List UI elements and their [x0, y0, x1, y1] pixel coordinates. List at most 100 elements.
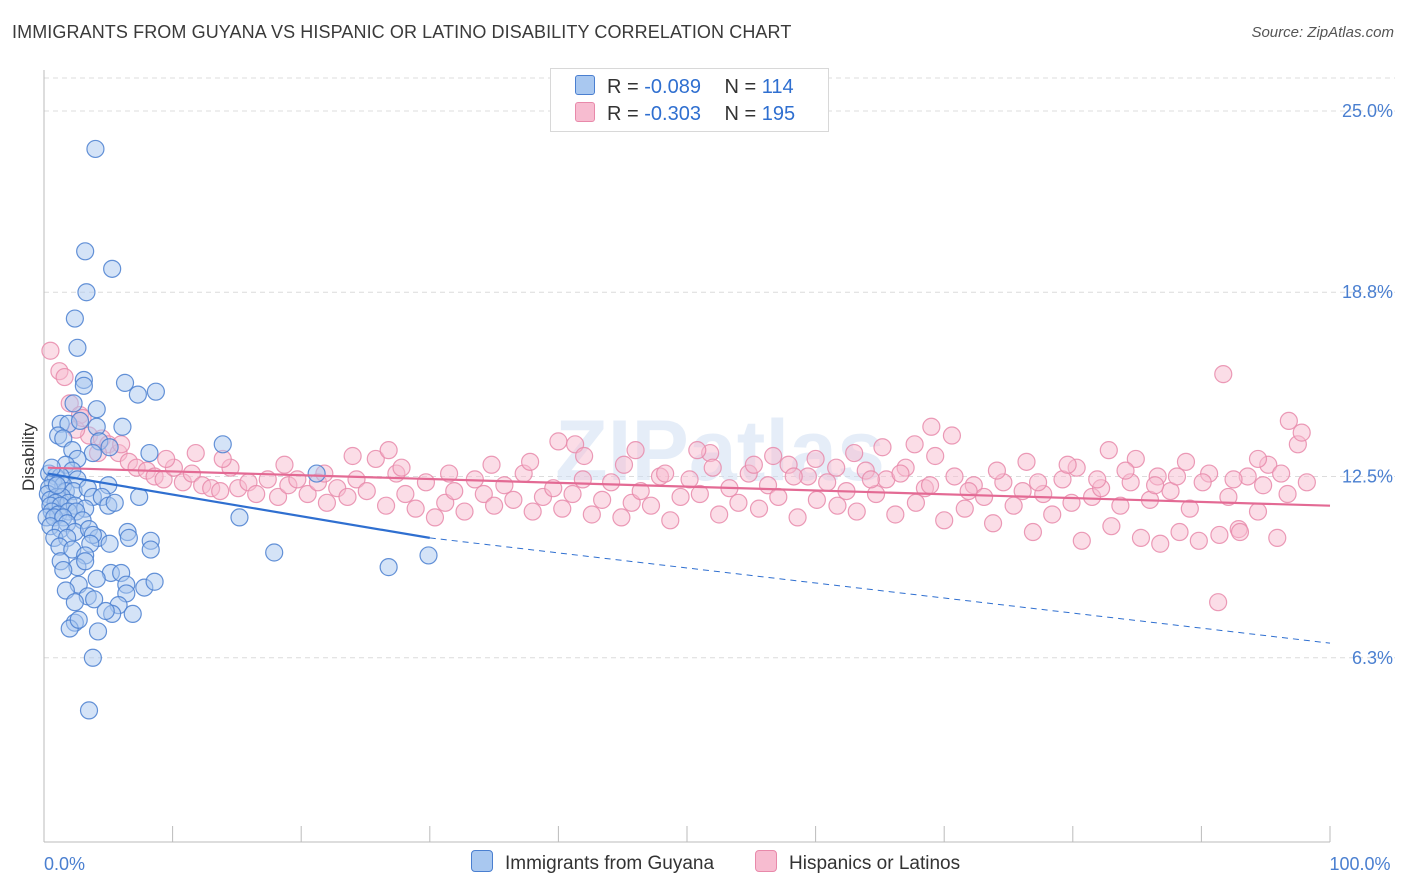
legend: R = -0.089 N = 114 R = -0.303 N = 195: [550, 68, 829, 132]
hispanics-point: [1043, 505, 1062, 524]
hispanics-point: [671, 487, 690, 507]
hispanics-point: [906, 493, 926, 512]
legend-swatch-pink: [575, 102, 595, 122]
guyana-point: [141, 540, 160, 559]
hispanics-point: [806, 449, 825, 469]
hispanics-point: [631, 481, 650, 501]
hispanics-point: [288, 470, 307, 489]
hispanics-point: [710, 505, 729, 524]
legend-n-value: 195: [761, 103, 796, 125]
hispanics-point: [1151, 534, 1170, 553]
hispanics-point: [396, 484, 415, 504]
guyana-point: [113, 417, 132, 436]
grid-layer: [44, 77, 1395, 659]
hispanics-point: [1180, 499, 1199, 518]
guyana-point: [74, 376, 93, 395]
guyana-point: [100, 438, 119, 457]
hispanics-point: [392, 458, 411, 477]
hispanics-point: [1272, 464, 1291, 483]
hispanics-point: [1028, 473, 1048, 492]
hispanics-point: [474, 484, 493, 504]
hispanics-point: [445, 481, 464, 501]
hispanics-point: [482, 455, 501, 474]
bottom-legend-label: Immigrants from Guyana: [505, 853, 715, 874]
guyana-trend-extension: [429, 537, 1331, 644]
hispanics-point: [182, 464, 201, 483]
hispanics-point: [1248, 449, 1268, 469]
guyana-point: [65, 593, 84, 612]
hispanics-point: [1214, 365, 1233, 384]
hispanics-point: [549, 432, 568, 451]
hispanics-point: [861, 470, 880, 489]
guyana-point: [70, 411, 90, 431]
hispanics-point: [573, 470, 592, 489]
hispanics-point: [338, 487, 357, 507]
guyana-point: [64, 394, 83, 413]
hispanics-point: [553, 499, 572, 518]
hispanics-point: [1072, 531, 1091, 550]
hispanics-point: [406, 499, 425, 518]
hispanics-point: [1176, 452, 1196, 471]
hispanics-point: [268, 487, 288, 507]
hispanics-point: [1292, 423, 1311, 442]
hispanics-point: [661, 511, 680, 530]
hispanics-point: [376, 496, 396, 515]
guyana-point: [140, 443, 159, 463]
guyana-point: [307, 464, 326, 483]
y-tick-label: 12.5%: [1342, 466, 1393, 486]
hispanics-point: [1248, 502, 1268, 521]
hispanics-point: [845, 443, 864, 463]
legend-r-label: R =: [607, 103, 639, 125]
legend-r-value: -0.089: [644, 76, 701, 98]
guyana-point: [230, 508, 249, 527]
hispanics-point: [945, 467, 964, 486]
hispanics-point: [818, 473, 837, 492]
chart-source: Source: ZipAtlas.com: [1251, 24, 1394, 41]
hispanics-point: [1013, 481, 1032, 501]
hispanics-point: [891, 464, 910, 483]
hispanics-point: [614, 455, 634, 474]
bottom-legend: Immigrants from Guyana Hispanics or Lati…: [0, 850, 1406, 880]
hispanics-point: [495, 476, 514, 495]
legend-n-label: N =: [724, 76, 757, 98]
hispanics-point: [485, 496, 504, 515]
y-axis-label: Disability: [19, 422, 38, 491]
guyana-point: [77, 283, 96, 302]
hispanics-point: [703, 458, 722, 477]
guyana-point: [76, 242, 95, 261]
guyana-point: [146, 382, 165, 401]
guyana-point: [87, 569, 106, 588]
hispanics-point: [974, 487, 994, 507]
hispanics-point: [1189, 531, 1208, 550]
hispanics-point: [920, 476, 940, 495]
hispanics-point: [788, 508, 807, 527]
hispanics-point: [455, 502, 474, 521]
hispanics-point: [1088, 470, 1107, 489]
guyana-point: [100, 534, 119, 553]
y-tick-label: 6.3%: [1352, 648, 1393, 668]
hispanics-point: [905, 435, 924, 454]
hispanics-point: [157, 449, 176, 469]
hispanics-point: [769, 487, 788, 507]
hispanics-point: [582, 505, 601, 524]
axis-layer: 6.3% 12.5% 18.8% 25.0% 0.0% 100.0%: [43, 70, 1393, 874]
guyana-point: [86, 139, 105, 159]
legend-n-value: 114: [761, 76, 794, 98]
hispanics-point: [1111, 496, 1130, 515]
hispanics-point: [729, 493, 748, 512]
hispanics-point: [593, 490, 612, 509]
hispanics-point: [41, 341, 60, 360]
hispanics-point: [317, 493, 337, 512]
hispanics-point: [247, 484, 266, 504]
hispanics-point: [211, 481, 230, 501]
hispanics-point: [186, 443, 205, 463]
guyana-point: [96, 601, 115, 621]
hispanics-point: [959, 481, 978, 501]
x-tick-label: 0.0%: [44, 854, 85, 874]
hispanics-point: [922, 417, 941, 436]
hispanics-point: [416, 473, 436, 492]
hispanics-point: [1193, 473, 1212, 492]
hispanics-point: [926, 446, 945, 466]
hispanics-point: [847, 502, 866, 521]
